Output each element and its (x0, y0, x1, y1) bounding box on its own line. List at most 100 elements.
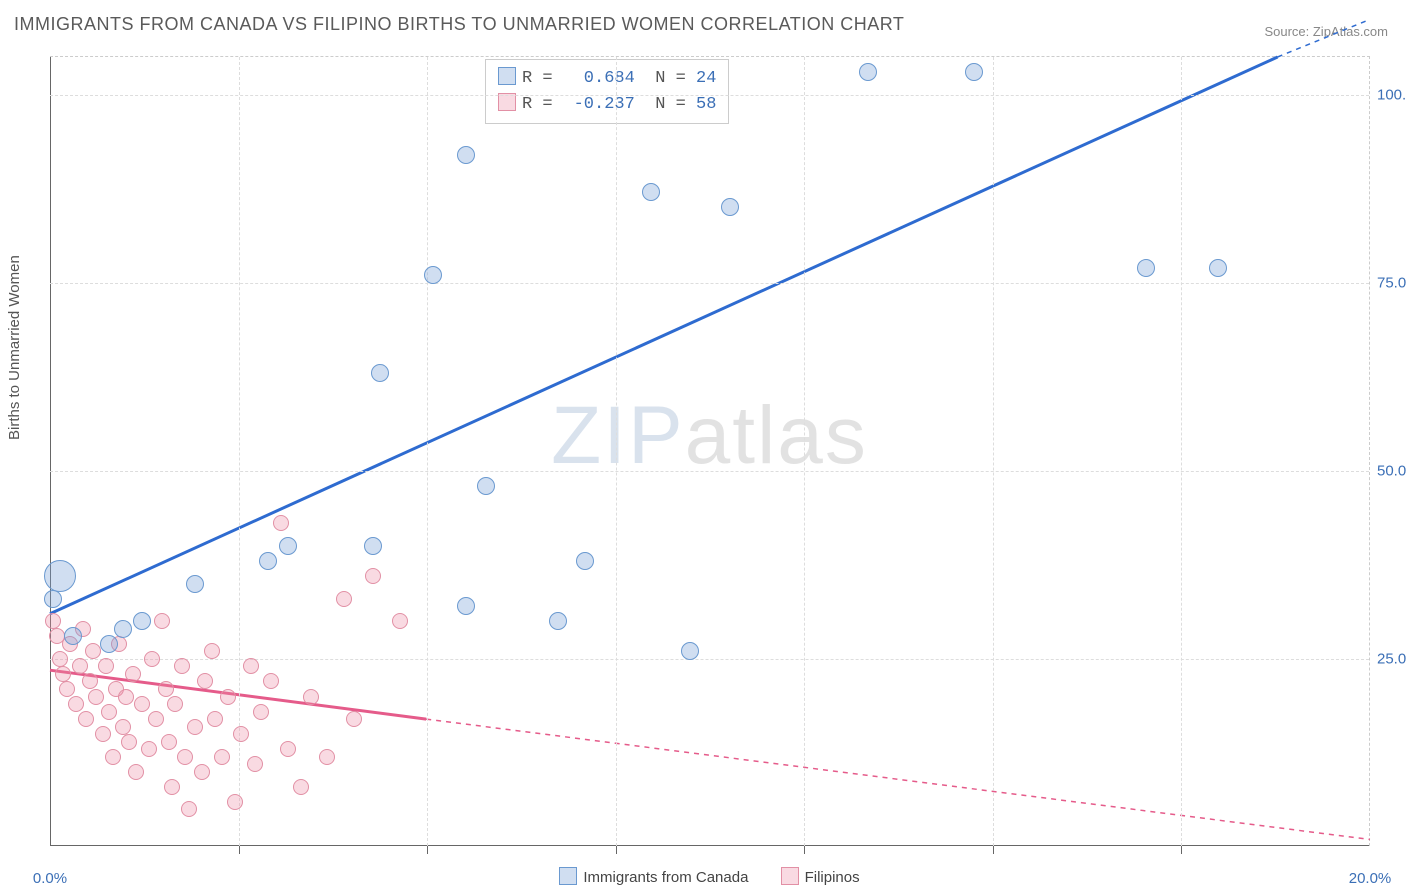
data-point-pink (78, 711, 94, 727)
legend-swatch-pink (781, 867, 799, 885)
gridline-v (616, 57, 617, 846)
legend-swatch-blue (559, 867, 577, 885)
data-point-pink (95, 726, 111, 742)
data-point-pink (161, 734, 177, 750)
data-point-pink (154, 613, 170, 629)
data-point-pink (177, 749, 193, 765)
data-point-pink (141, 741, 157, 757)
data-point-pink (72, 658, 88, 674)
data-point-blue (100, 635, 118, 653)
gridline-v (427, 57, 428, 846)
data-point-pink (98, 658, 114, 674)
data-point-pink (187, 719, 203, 735)
correlation-stats-box: R = 0.684 N = 24R = -0.237 N = 58 (485, 59, 729, 124)
data-point-blue (721, 198, 739, 216)
gridline-v (804, 57, 805, 846)
gridline-h (50, 95, 1369, 96)
data-point-blue (424, 266, 442, 284)
chart-plot-area: ZIPatlas R = 0.684 N = 24R = -0.237 N = … (50, 56, 1370, 846)
x-tick-mark (616, 846, 617, 854)
data-point-blue (477, 477, 495, 495)
gridline-h (50, 283, 1369, 284)
data-point-blue (114, 620, 132, 638)
x-axis-line (50, 845, 1369, 846)
x-tick-mark (804, 846, 805, 854)
data-point-blue (457, 597, 475, 615)
legend-label-pink: Filipinos (805, 869, 860, 886)
source-prefix: Source: (1264, 24, 1312, 39)
x-tick-label: 20.0% (1349, 870, 1392, 887)
data-point-blue (549, 612, 567, 630)
chart-title: IMMIGRANTS FROM CANADA VS FILIPINO BIRTH… (14, 14, 904, 35)
watermark-bold: ZIP (551, 390, 685, 481)
r-label: R = (522, 95, 563, 114)
data-point-pink (214, 749, 230, 765)
n-label: N = (635, 95, 696, 114)
y-tick-label: 25.0% (1377, 650, 1406, 667)
r-value-blue: 0.684 (563, 66, 635, 92)
data-point-blue (364, 537, 382, 555)
data-point-blue (64, 627, 82, 645)
data-point-blue (371, 364, 389, 382)
gridline-v (993, 57, 994, 846)
data-point-pink (148, 711, 164, 727)
data-point-pink (227, 794, 243, 810)
trend-line (50, 57, 1278, 614)
data-point-pink (233, 726, 249, 742)
data-point-blue (279, 537, 297, 555)
data-point-pink (121, 734, 137, 750)
data-point-pink (55, 666, 71, 682)
data-point-pink (158, 681, 174, 697)
x-tick-mark (427, 846, 428, 854)
x-tick-mark (239, 846, 240, 854)
data-point-blue (576, 552, 594, 570)
data-point-pink (253, 704, 269, 720)
data-point-pink (392, 613, 408, 629)
data-point-pink (174, 658, 190, 674)
y-tick-label: 75.0% (1377, 274, 1406, 291)
data-point-pink (207, 711, 223, 727)
data-point-blue (1209, 259, 1227, 277)
stats-row-blue: R = 0.684 N = 24 (498, 66, 716, 92)
data-point-pink (52, 651, 68, 667)
data-point-blue (965, 63, 983, 81)
stats-swatch-blue (498, 67, 516, 85)
trend-line (426, 719, 1370, 839)
data-point-pink (336, 591, 352, 607)
data-point-pink (365, 568, 381, 584)
data-point-blue (642, 183, 660, 201)
legend-label-blue: Immigrants from Canada (583, 869, 748, 886)
data-point-pink (167, 696, 183, 712)
data-point-pink (280, 741, 296, 757)
watermark: ZIPatlas (551, 389, 868, 483)
y-tick-label: 50.0% (1377, 462, 1406, 479)
gridline-h (50, 471, 1369, 472)
gridline-v (1181, 57, 1182, 846)
source-name: ZipAtlas.com (1313, 24, 1388, 39)
trend-lines-layer (50, 57, 1369, 846)
data-point-blue (44, 590, 62, 608)
data-point-pink (273, 515, 289, 531)
x-tick-label: 0.0% (33, 870, 67, 887)
watermark-thin: atlas (685, 390, 868, 481)
data-point-pink (68, 696, 84, 712)
n-value-blue: 24 (696, 69, 716, 88)
data-point-blue (859, 63, 877, 81)
x-tick-mark (1181, 846, 1182, 854)
data-point-pink (118, 689, 134, 705)
data-point-blue (133, 612, 151, 630)
data-point-pink (197, 673, 213, 689)
data-point-blue (681, 642, 699, 660)
data-point-blue (457, 146, 475, 164)
legend-item-pink: Filipinos (781, 867, 860, 886)
data-point-pink (263, 673, 279, 689)
source-attribution: Source: ZipAtlas.com (1264, 24, 1388, 39)
legend-item-blue: Immigrants from Canada (559, 867, 748, 886)
data-point-blue (1137, 259, 1155, 277)
data-point-pink (45, 613, 61, 629)
data-point-pink (346, 711, 362, 727)
data-point-pink (247, 756, 263, 772)
data-point-pink (243, 658, 259, 674)
data-point-blue (186, 575, 204, 593)
data-point-pink (125, 666, 141, 682)
